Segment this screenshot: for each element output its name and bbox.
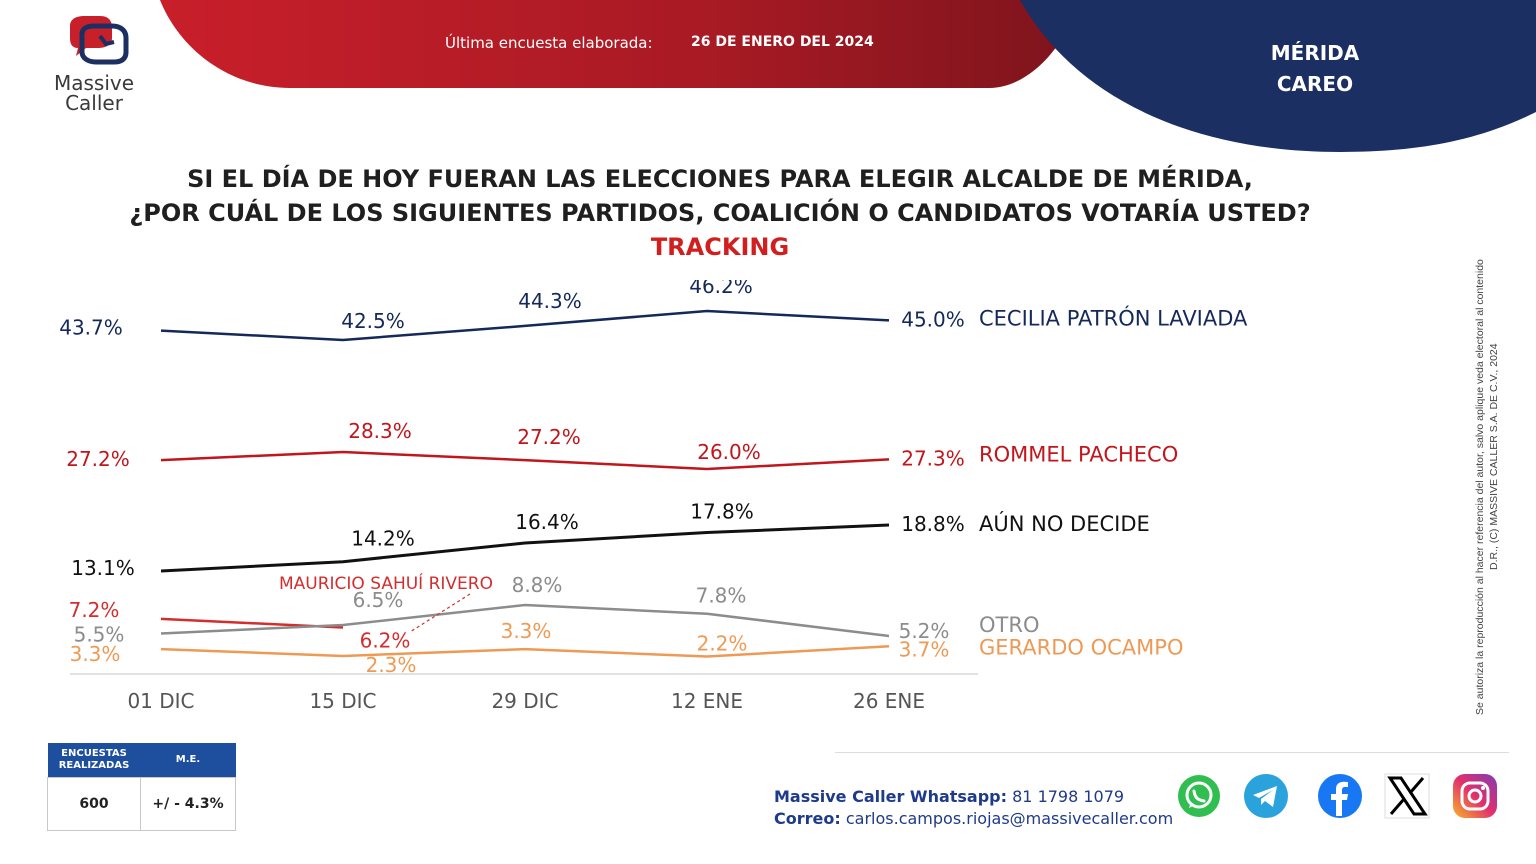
series-name-label: CECILIA PATRÓN LAVIADA: [979, 305, 1248, 330]
stats-header-surveys: ENCUESTAS REALIZADAS: [47, 743, 141, 778]
region-mode: CAREO: [1276, 72, 1354, 96]
series-name-label: MAURICIO SAHUÍ RIVERO: [279, 572, 493, 594]
instagram-icon[interactable]: [1451, 772, 1499, 820]
data-label: 7.2%: [69, 598, 120, 622]
copyright-line1: D.R., (C) MASSIVE CALLER S.A. DE C.V., 2…: [1488, 343, 1500, 570]
contact-email: Correo: carlos.campos.riojas@massivecall…: [774, 809, 1173, 828]
whatsapp-icon[interactable]: [1175, 772, 1223, 820]
data-label: 14.2%: [351, 527, 415, 551]
x-tick-label: 01 DIC: [127, 689, 194, 713]
whatsapp-label: Massive Caller Whatsapp:: [774, 787, 1008, 806]
x-tick-label: 29 DIC: [491, 689, 558, 713]
data-label: 27.2%: [66, 447, 130, 471]
series-name-label: OTRO: [979, 613, 1039, 637]
data-label: 28.3%: [348, 419, 412, 443]
data-label: 5.2%: [899, 619, 950, 643]
copyright-line2: Se autoriza la reproducción al hacer ref…: [1474, 259, 1486, 715]
data-label: 3.7%: [899, 637, 950, 661]
whatsapp-number: 81 1798 1079: [1012, 787, 1125, 806]
x-icon[interactable]: [1383, 772, 1431, 820]
stats-header-margin: M.E.: [140, 743, 236, 778]
data-label: 16.4%: [515, 510, 579, 534]
copyright-note: D.R., (C) MASSIVE CALLER S.A. DE C.V., 2…: [1474, 180, 1504, 720]
survey-date-label: Última encuesta elaborada:: [445, 34, 653, 52]
data-label: 46.2%: [689, 280, 753, 298]
chart-title-line2: ¿POR CUÁL DE LOS SIGUIENTES PARTIDOS, CO…: [129, 199, 1311, 227]
series-line: [160, 523, 890, 573]
data-label: 18.8%: [901, 512, 965, 536]
series-name-label: AÚN NO DECIDE: [979, 511, 1150, 536]
data-label: 27.3%: [901, 446, 965, 470]
footer-divider: [835, 752, 1509, 753]
stats-header-surveys-line2: REALIZADAS: [58, 760, 130, 771]
email-address[interactable]: carlos.campos.riojas@massivecaller.com: [845, 809, 1174, 828]
data-label: 44.3%: [518, 289, 582, 313]
contact-whatsapp: Massive Caller Whatsapp: 81 1798 1079: [774, 787, 1124, 806]
brand-name-line1: Massive: [53, 71, 135, 95]
brand-name-line2: Caller: [65, 91, 123, 115]
series-line: [160, 645, 890, 658]
survey-stats-table: ENCUESTAS REALIZADAS M.E. 600 +/ - 4.3%: [47, 743, 236, 831]
data-label: 8.8%: [512, 573, 563, 597]
series-name-label: GERARDO OCAMPO: [979, 635, 1183, 659]
data-label: 5.5%: [74, 622, 125, 646]
series-line: [160, 450, 890, 471]
data-label: 26.0%: [697, 440, 761, 464]
data-label: 6.5%: [353, 588, 404, 612]
x-tick-label: 12 ENE: [671, 689, 743, 713]
telegram-icon[interactable]: [1242, 772, 1290, 820]
chart-subtitle: TRACKING: [650, 233, 790, 261]
chart-title-line1: SI EL DÍA DE HOY FUERAN LAS ELECCIONES P…: [187, 165, 1253, 193]
header-graphics: [70, 0, 1536, 152]
region-name: MÉRIDA: [1270, 41, 1360, 65]
data-label: 13.1%: [71, 556, 135, 580]
x-tick-label: 26 ENE: [853, 689, 925, 713]
data-label: 17.8%: [690, 500, 754, 524]
stats-margin-error: +/ - 4.3%: [140, 777, 236, 831]
data-label: 2.3%: [366, 653, 417, 677]
tracking-line-chart: 01 DIC 15 DIC 29 DIC 12 ENE 26 ENE 43.7% 42.5%…: [59, 280, 1248, 713]
stats-header-surveys-line1: ENCUESTAS: [61, 748, 127, 759]
data-label: 3.3%: [501, 619, 552, 643]
series-line: [160, 603, 890, 638]
survey-date: 26 DE ENERO DEL 2024: [691, 34, 874, 50]
x-tick-label: 15 DIC: [309, 689, 376, 713]
massive-caller-logo-icon: [70, 16, 129, 65]
data-label: 2.2%: [697, 632, 748, 656]
data-label: 6.2%: [360, 629, 411, 653]
data-label: 43.7%: [59, 316, 123, 340]
data-label: 27.2%: [517, 425, 581, 449]
series-name-label: ROMMEL PACHECO: [979, 442, 1178, 466]
header-red-band: [160, 0, 1080, 88]
stats-survey-count: 600: [47, 777, 141, 831]
data-label: 45.0%: [901, 307, 965, 331]
facebook-icon[interactable]: [1316, 772, 1364, 820]
header-navy-band: [1020, 0, 1536, 152]
data-label: 3.3%: [70, 642, 121, 666]
data-label: 7.8%: [696, 584, 747, 608]
email-label: Correo:: [774, 809, 841, 828]
data-label: 42.5%: [341, 309, 405, 333]
series-line: [160, 309, 890, 342]
